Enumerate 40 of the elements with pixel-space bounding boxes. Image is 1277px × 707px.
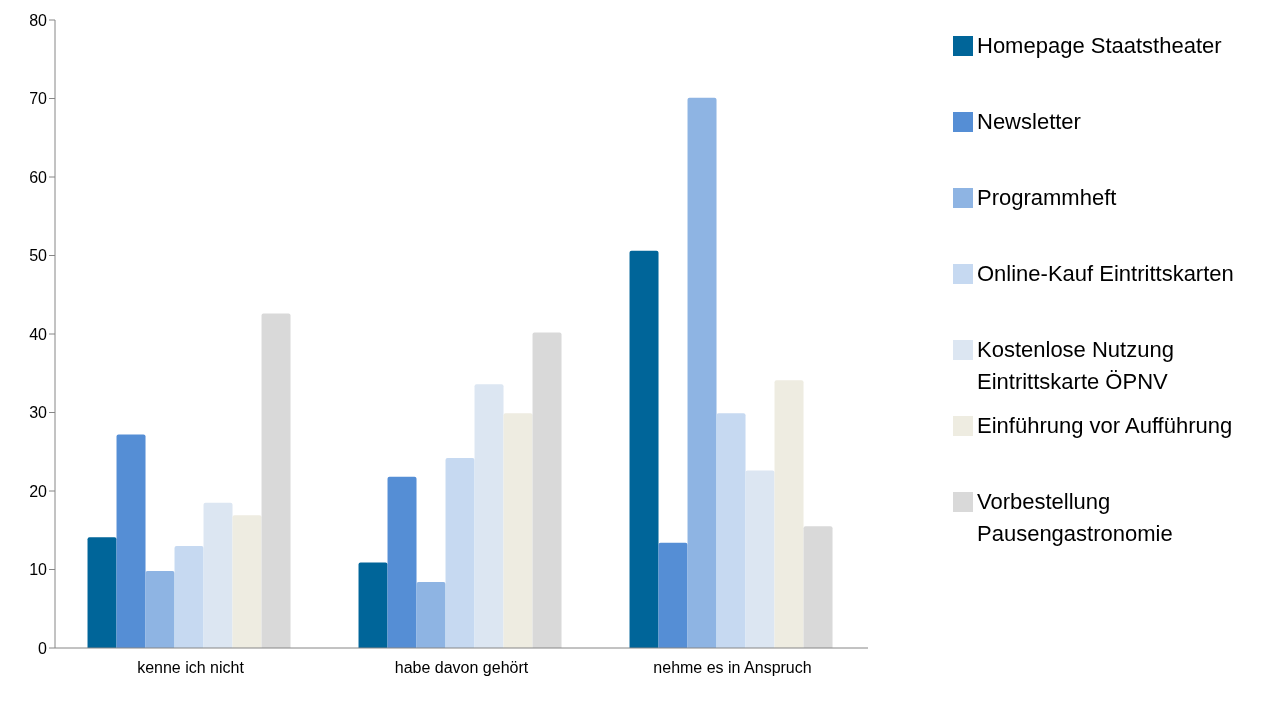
x-tick-label: kenne ich nicht [137,659,245,677]
y-tick-label: 40 [29,325,48,343]
bar [774,380,804,648]
y-tick-label: 50 [29,247,48,265]
bar [629,250,659,648]
bar [174,545,204,648]
bar [658,542,688,648]
bar [87,537,117,648]
bar [532,332,562,648]
bar [358,562,388,648]
y-tick-label: 10 [29,561,48,579]
bar [416,582,446,648]
bar [387,476,417,648]
bar [745,470,775,648]
y-tick-label: 80 [29,11,48,29]
bar [145,571,175,648]
y-tick-label: 0 [38,639,48,657]
bar [474,384,504,648]
bar [503,413,533,648]
y-tick-label: 60 [29,168,48,186]
x-tick-label: habe davon gehört [394,659,529,677]
legend-label: Homepage Staatstheater [977,32,1223,60]
legend-label: Online-Kauf Eintrittskarten [977,260,1235,288]
x-tick-label: nehme es in Anspruch [653,659,812,677]
bar [203,502,233,648]
legend-label: Einführung vor Aufführung [977,412,1234,440]
legend-label: Newsletter [977,108,1082,136]
bar [232,515,262,648]
y-tick-label: 30 [29,404,48,422]
legend-label: Kostenlose Nutzung Eintrittskarte ÖPNV [977,336,1175,396]
bar [716,413,746,648]
bar [261,313,291,648]
legend-label: Vorbestellung Pausengastronomie [977,488,1174,548]
bar [687,97,717,648]
bar [445,458,475,648]
y-tick-label: 20 [29,482,48,500]
bar [803,526,833,648]
legend-label: Programmheft [977,184,1118,212]
bar [116,434,146,648]
y-tick-label: 70 [29,90,48,108]
